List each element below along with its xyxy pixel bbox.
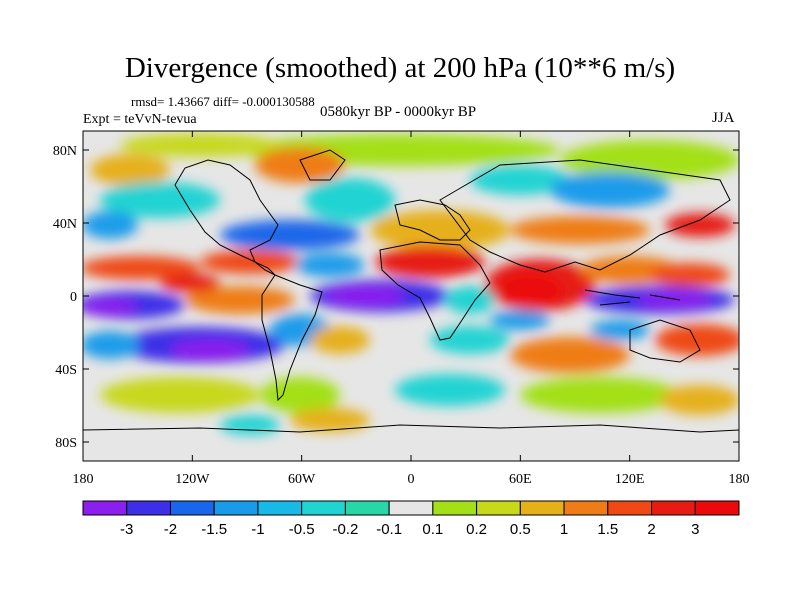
colorbar-swatch bbox=[476, 500, 521, 516]
lon-tick-label: 60E bbox=[509, 472, 532, 487]
colorbar-swatch bbox=[607, 500, 653, 516]
lat-tick-label: 40S bbox=[55, 363, 77, 378]
colorbar-swatch bbox=[651, 500, 696, 516]
colorbar-label: 3 bbox=[691, 521, 699, 538]
colorbar-label: 0.5 bbox=[510, 521, 531, 538]
colorbar-swatch bbox=[519, 500, 565, 516]
lon-tick-label: 60W bbox=[288, 472, 316, 487]
colorbar-label: -0.5 bbox=[289, 521, 315, 538]
lat-tick-label: 0 bbox=[70, 290, 77, 305]
coastlines bbox=[83, 149, 739, 433]
stats-label: rmsd= 1.43667 diff= -0.000130588 bbox=[131, 94, 315, 109]
lon-tick-label: 120W bbox=[175, 472, 210, 487]
colorbar-swatch bbox=[301, 500, 346, 516]
experiment-label: Expt = teVvN-tevua bbox=[83, 112, 197, 127]
colorbar-label: -3 bbox=[120, 521, 133, 538]
colorbar-swatch bbox=[432, 500, 478, 516]
colorbar-swatch bbox=[388, 500, 434, 516]
colorbar-swatch bbox=[169, 500, 215, 516]
map-title: Divergence (smoothed) at 200 hPa (10**6 … bbox=[124, 52, 676, 84]
season-label: JJA bbox=[712, 110, 735, 126]
colorbar-label: -1 bbox=[251, 521, 264, 538]
colorbar-label: 1 bbox=[560, 521, 568, 538]
lon-tick-label: 0 bbox=[408, 472, 415, 487]
colorbar-label: -0.2 bbox=[332, 521, 358, 538]
colorbar-swatch bbox=[213, 500, 259, 516]
colorbar-label: -2 bbox=[164, 521, 177, 538]
colorbar-swatch bbox=[126, 500, 171, 516]
colorbar-swatch bbox=[694, 500, 740, 516]
lat-tick-label: 40N bbox=[53, 217, 77, 232]
colorbar-swatch bbox=[257, 500, 303, 516]
colorbar-label: 0.2 bbox=[466, 521, 487, 538]
colorbar: -3 -2 -1.5 -1 -0.5 -0.2 -0.1 0.1 0.2 0.5 1 1.5 2 3 bbox=[82, 500, 740, 538]
lat-tick-label: 80N bbox=[53, 144, 77, 159]
colorbar-swatch bbox=[344, 500, 390, 516]
divergence-field bbox=[83, 131, 739, 461]
colorbar-swatch bbox=[82, 500, 128, 516]
colorbar-label: 1.5 bbox=[597, 521, 618, 538]
map-axes: 80N 40N 0 40S 80S 180 120W 60W 0 60E 120E 180 bbox=[53, 131, 750, 487]
colorbar-label: -0.1 bbox=[376, 521, 402, 538]
lon-tick-label: 120E bbox=[615, 472, 645, 487]
lat-tick-label: 80S bbox=[55, 436, 77, 451]
colorbar-label: -1.5 bbox=[201, 521, 227, 538]
colorbar-label: 2 bbox=[647, 521, 655, 538]
colorbar-swatch bbox=[563, 500, 609, 516]
period-label: 0580kyr BP - 0000kyr BP bbox=[320, 104, 477, 120]
colorbar-label: 0.1 bbox=[422, 521, 443, 538]
lon-tick-label: 180 bbox=[73, 472, 94, 487]
lon-tick-label: 180 bbox=[729, 472, 750, 487]
